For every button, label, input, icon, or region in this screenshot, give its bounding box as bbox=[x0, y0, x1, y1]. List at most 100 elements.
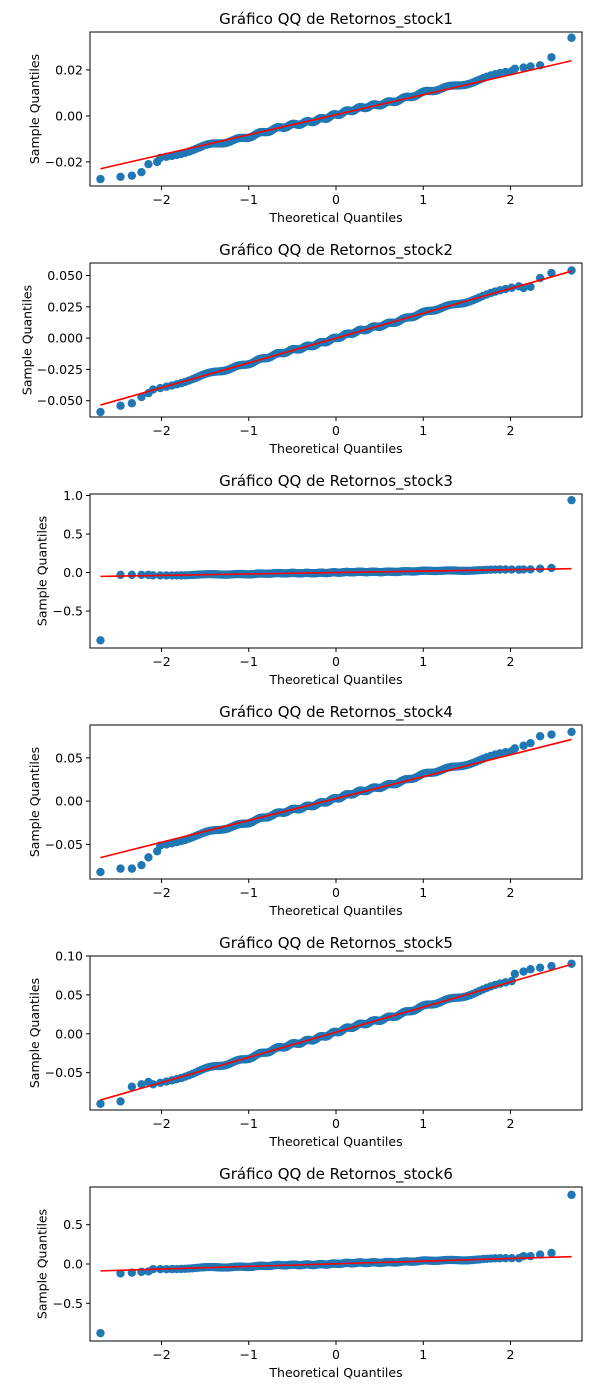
data-point bbox=[144, 1077, 153, 1087]
x-tick-label: 2 bbox=[506, 1116, 514, 1131]
x-tick-label: −2 bbox=[152, 192, 170, 207]
data-point bbox=[96, 407, 105, 417]
y-axis-label: Sample Quantiles bbox=[27, 747, 42, 857]
x-tick-label: −2 bbox=[152, 1347, 170, 1362]
y-tick-label: 0.0 bbox=[63, 565, 83, 580]
x-tick-label: 0 bbox=[332, 654, 340, 669]
data-point bbox=[127, 399, 137, 408]
data-point bbox=[137, 860, 146, 870]
data-point bbox=[535, 963, 545, 972]
x-tick-label: 1 bbox=[419, 192, 427, 207]
reference-line bbox=[100, 270, 572, 406]
data-point bbox=[510, 64, 520, 73]
data-point bbox=[116, 401, 125, 410]
y-tick-label: 0.00 bbox=[55, 794, 83, 809]
qq-panel: Gráfico QQ de Retornos_stock1 −2 −1 0 1 2 −0.0… bbox=[27, 10, 583, 225]
axes-frame bbox=[89, 31, 583, 187]
x-axis-label: Theoretical Quantiles bbox=[268, 672, 402, 687]
x-tick-label: −2 bbox=[152, 1116, 170, 1131]
x-tick-label: −1 bbox=[240, 1116, 258, 1131]
data-point bbox=[127, 1082, 137, 1091]
data-point bbox=[526, 738, 535, 748]
x-tick-label: 1 bbox=[419, 1347, 427, 1362]
data-point bbox=[547, 730, 556, 739]
y-tick-label: −0.5 bbox=[53, 1296, 83, 1311]
data-point bbox=[567, 33, 576, 42]
x-tick-label: 0 bbox=[332, 192, 340, 207]
data-point bbox=[547, 53, 556, 62]
chart-title: Gráfico QQ de Retornos_stock5 bbox=[219, 934, 453, 953]
data-point bbox=[137, 392, 146, 402]
data-point bbox=[510, 744, 520, 753]
x-axis-label: Theoretical Quantiles bbox=[268, 1134, 402, 1149]
data-point bbox=[567, 1190, 576, 1200]
y-axis-label: Sample Quantiles bbox=[27, 54, 42, 164]
data-point bbox=[519, 741, 528, 750]
data-point bbox=[526, 62, 535, 71]
data-point bbox=[535, 1250, 545, 1259]
x-tick-label: 0 bbox=[332, 1347, 340, 1362]
y-tick-label: 0.0 bbox=[63, 1257, 83, 1272]
data-point bbox=[519, 967, 528, 976]
x-tick-label: −1 bbox=[240, 885, 258, 900]
x-tick-label: 0 bbox=[332, 885, 340, 900]
x-axis-label: Theoretical Quantiles bbox=[268, 441, 402, 456]
x-tick-label: −1 bbox=[240, 654, 258, 669]
reference-line bbox=[100, 738, 572, 859]
y-tick-label: 0.05 bbox=[55, 987, 83, 1002]
y-axis-label: Sample Quantiles bbox=[34, 516, 49, 626]
y-tick-label: 0.050 bbox=[47, 268, 83, 283]
chart-title: Gráfico QQ de Retornos_stock3 bbox=[219, 472, 453, 491]
data-point bbox=[137, 570, 146, 580]
data-point bbox=[96, 1099, 105, 1108]
data-point bbox=[96, 1328, 105, 1338]
chart-title: Gráfico QQ de Retornos_stock2 bbox=[219, 241, 453, 260]
y-tick-label: 0.000 bbox=[47, 331, 83, 346]
x-tick-label: −1 bbox=[240, 423, 258, 438]
x-axis-label: Theoretical Quantiles bbox=[268, 210, 402, 225]
y-axis-label: Sample Quantiles bbox=[27, 978, 42, 1088]
plot-area bbox=[96, 1190, 576, 1338]
y-tick-label: 0.00 bbox=[55, 108, 83, 123]
plot-area bbox=[96, 727, 576, 877]
x-tick-label: −2 bbox=[152, 654, 170, 669]
x-axis-label: Theoretical Quantiles bbox=[268, 1365, 402, 1380]
plot-area bbox=[96, 495, 576, 645]
data-point bbox=[567, 495, 576, 505]
data-point bbox=[144, 1267, 153, 1276]
data-point bbox=[510, 969, 520, 979]
data-point bbox=[127, 864, 137, 873]
x-axis-label: Theoretical Quantiles bbox=[268, 903, 402, 918]
data-point bbox=[144, 853, 153, 862]
data-point bbox=[152, 157, 162, 167]
data-point bbox=[137, 168, 146, 177]
data-point bbox=[526, 1251, 535, 1261]
x-tick-label: 1 bbox=[419, 885, 427, 900]
plot-area bbox=[96, 33, 576, 184]
y-tick-label: 0.5 bbox=[63, 1217, 83, 1232]
data-point bbox=[535, 732, 545, 741]
data-point bbox=[567, 266, 576, 275]
qq-panel: Gráfico QQ de Retornos_stock3 −2 −1 0 1 2 −0.5… bbox=[34, 472, 583, 687]
y-axis-label: Sample Quantiles bbox=[20, 285, 35, 395]
data-point bbox=[116, 1097, 125, 1106]
data-point bbox=[96, 174, 105, 184]
data-point bbox=[116, 172, 125, 182]
data-point bbox=[519, 63, 528, 72]
y-tick-label: 0.05 bbox=[55, 750, 83, 765]
x-tick-label: −2 bbox=[152, 885, 170, 900]
y-tick-label: −0.02 bbox=[45, 154, 83, 169]
plot-area bbox=[96, 959, 576, 1108]
y-tick-label: 0.10 bbox=[55, 949, 83, 964]
y-tick-label: 1.0 bbox=[63, 488, 83, 503]
y-tick-label: −0.5 bbox=[53, 604, 83, 619]
y-tick-label: −0.05 bbox=[45, 837, 83, 852]
y-tick-label: 0.5 bbox=[63, 527, 83, 542]
data-point bbox=[152, 847, 162, 856]
reference-line bbox=[100, 567, 572, 578]
y-tick-label: 0.00 bbox=[55, 1026, 83, 1041]
data-point bbox=[501, 67, 510, 77]
data-point bbox=[127, 570, 137, 580]
x-tick-label: 0 bbox=[332, 423, 340, 438]
